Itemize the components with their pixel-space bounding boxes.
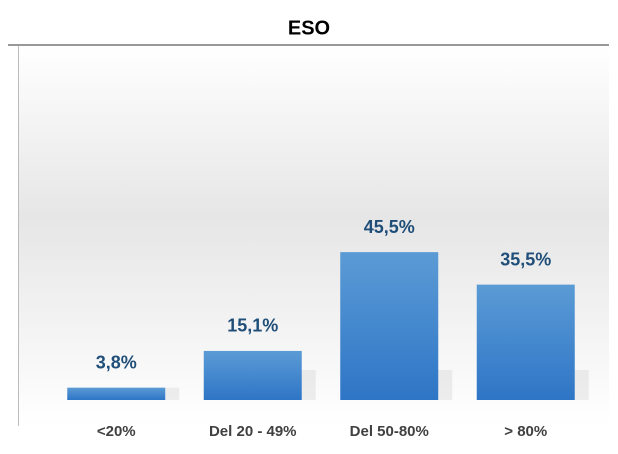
x-tick-label: <20% [97, 423, 136, 440]
bar-shadow [301, 370, 316, 400]
value-label: 3,8% [96, 352, 137, 372]
bar [203, 350, 302, 400]
bar-shadow [438, 370, 453, 400]
value-label: 15,1% [227, 316, 278, 336]
bar [476, 284, 575, 400]
value-label: 35,5% [500, 249, 551, 269]
x-tick-label: Del 50-80% [350, 423, 429, 440]
x-tick-label: > 80% [504, 423, 547, 440]
chart-title: ESO [288, 17, 330, 39]
bar-shadow [165, 387, 180, 400]
bar [340, 252, 439, 400]
value-label: 45,5% [364, 217, 415, 237]
x-tick-label: Del 20 - 49% [209, 423, 297, 440]
bar [67, 387, 166, 400]
bar-shadow [574, 370, 589, 400]
